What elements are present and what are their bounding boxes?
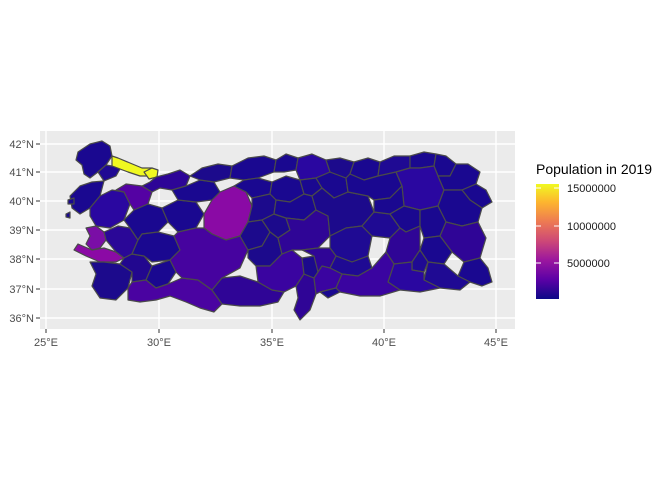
y-tick-label: 38°N: [9, 254, 34, 266]
province-rize: [409, 151, 437, 169]
y-tick-label: 39°N: [9, 225, 34, 237]
x-axis: 25°E 30°E 35°E 40°E 45°E: [34, 329, 508, 349]
y-tick-label: 36°N: [9, 313, 34, 325]
y-axis: 42°N 41°N 40°N 39°N 38°N 37°N 36°N: [9, 139, 40, 325]
x-tick-label: 35°E: [260, 337, 284, 349]
x-tick-label: 40°E: [372, 337, 396, 349]
island-bozcaada: [65, 211, 71, 219]
legend-label: 10000000: [567, 221, 616, 233]
y-tick-label: 37°N: [9, 284, 34, 296]
legend: Population in 2019 15000000 10000000 500…: [536, 161, 652, 299]
province-kilis: [319, 287, 341, 299]
provinces: [65, 140, 493, 321]
province-izmir: [85, 225, 107, 251]
x-tick-label: 30°E: [147, 337, 171, 349]
legend-colorbar: [536, 184, 559, 299]
legend-label: 5000000: [567, 258, 610, 270]
province-mugla: [89, 261, 133, 301]
province-istanbul-asia: [143, 167, 159, 180]
province-aydin: [73, 243, 125, 263]
y-tick-label: 41°N: [9, 167, 34, 179]
legend-title: Population in 2019: [536, 161, 652, 177]
x-tick-label: 45°E: [484, 337, 508, 349]
x-tick-label: 25°E: [34, 337, 58, 349]
province-konya: [169, 227, 249, 291]
legend-label: 15000000: [567, 183, 616, 195]
y-tick-label: 42°N: [9, 139, 34, 151]
y-tick-label: 40°N: [9, 196, 34, 208]
island-gokceada: [67, 197, 75, 205]
